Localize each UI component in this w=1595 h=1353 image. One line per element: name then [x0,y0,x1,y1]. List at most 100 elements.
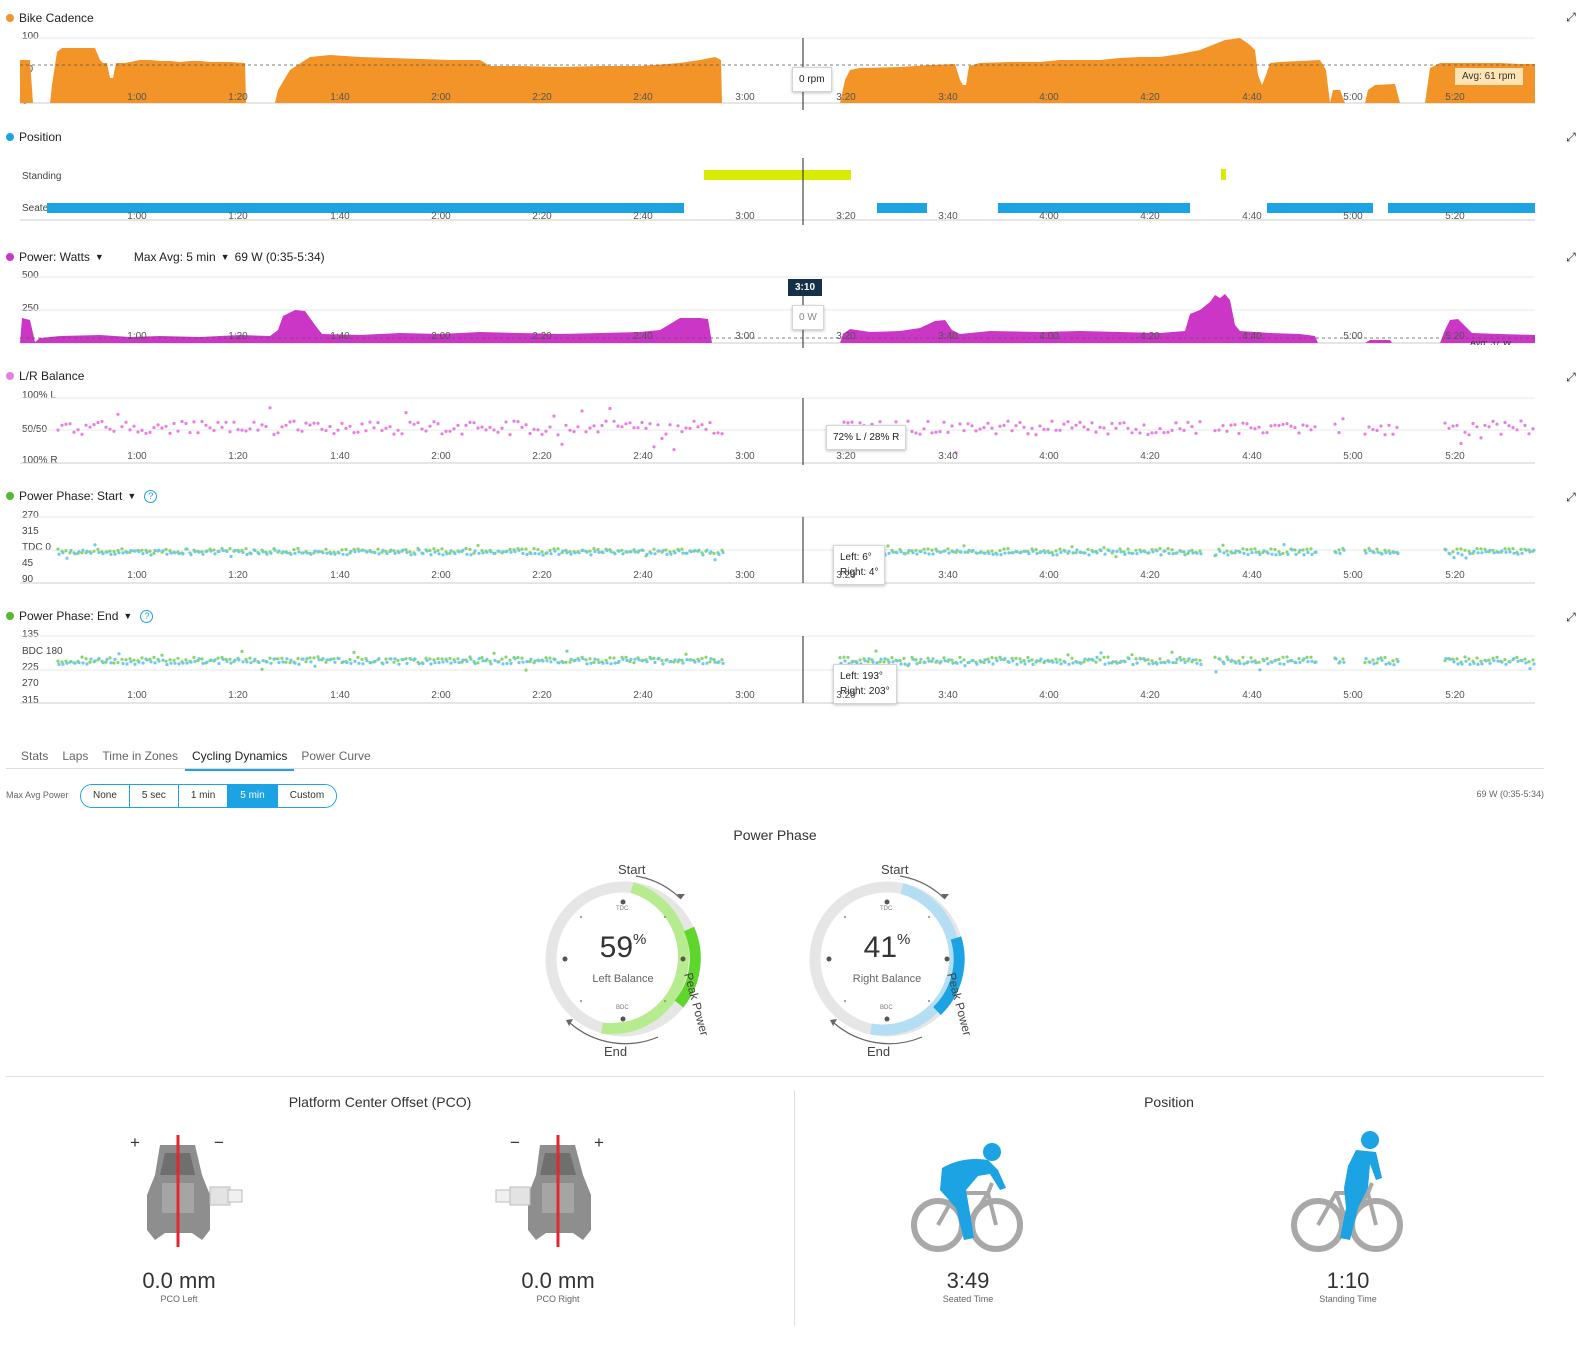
data-point [1290,548,1294,552]
data-point [1059,662,1063,666]
phase-start-y-label: 315 [22,526,39,537]
balance-cursor-tooltip: 72% L / 28% R [826,425,907,450]
x-tick-label: 3:40 [938,92,958,103]
data-point [1495,655,1499,659]
data-point [712,431,716,435]
phase-start-chart[interactable] [0,470,1595,590]
option-custom[interactable]: Custom [277,785,337,807]
pedal-left-icon [147,1135,243,1247]
data-point [169,661,173,665]
data-point [1281,551,1285,555]
x-tick-label: 3:20 [836,92,856,103]
phase-end-expand-icon[interactable]: ⤢ [1566,610,1576,624]
data-point [946,547,950,551]
data-point [1199,552,1203,556]
data-point [241,550,245,554]
data-point [1483,423,1487,427]
power-expand-icon[interactable]: ⤢ [1566,250,1576,264]
data-point [1396,551,1400,556]
option-5-min[interactable]: 5 min [228,785,278,807]
help-icon[interactable]: ? [140,609,154,623]
power-max-avg-label[interactable]: Max Avg: 5 min [133,250,216,264]
data-point [1383,433,1387,437]
data-point [560,442,564,446]
x-tick-label: 3:20 [836,331,856,342]
tab-stats[interactable]: Stats [21,749,49,763]
data-point [1254,661,1258,665]
phase-end-dropdown-icon[interactable]: ▼ [123,611,133,621]
data-point [705,548,709,552]
data-point [596,430,600,434]
data-point [149,660,153,664]
data-point [1253,547,1257,551]
data-point [500,657,504,661]
data-point [65,556,69,560]
max-avg-dropdown-icon[interactable]: ▼ [220,252,230,262]
option-5-sec[interactable]: 5 sec [129,785,179,807]
power-chart[interactable] [0,230,1595,350]
position-expand-icon[interactable]: ⤢ [1566,130,1576,144]
data-point [521,660,525,664]
x-tick-label: 1:00 [127,211,147,222]
data-point [1484,659,1488,663]
balance-chart[interactable] [0,350,1595,470]
phase-start-title[interactable]: Power Phase: Start [19,489,123,503]
data-point [220,425,224,429]
data-point [637,658,641,662]
data-point [304,421,308,425]
data-point [184,421,188,426]
section-divider [6,1076,1544,1077]
data-point [516,420,520,424]
data-point [253,548,257,553]
data-point [713,660,717,664]
data-point [974,429,978,433]
data-point [456,423,460,427]
option-none[interactable]: None [81,785,130,807]
help-icon[interactable]: ? [144,489,158,503]
data-point [1119,659,1123,663]
data-point [931,657,935,661]
data-point [1031,662,1035,666]
power-metric-dropdown-icon[interactable]: ▼ [94,252,104,262]
power-title[interactable]: Power: Watts [19,250,90,264]
tab-cycling-dynamics[interactable]: Cycling Dynamics [184,748,295,771]
data-point [177,552,181,556]
data-point [672,448,676,452]
tab-time-in-zones[interactable]: Time in Zones [102,749,178,763]
data-point [248,427,252,431]
data-point [970,424,974,428]
cadence-expand-icon[interactable]: ⤢ [1566,10,1576,24]
tab-laps[interactable]: Laps [62,749,89,763]
cadence-chart[interactable] [0,0,1595,120]
data-point [1134,657,1138,661]
data-point [1119,550,1123,554]
tab-power-curve[interactable]: Power Curve [301,749,371,763]
phase-end-chart[interactable] [0,590,1595,710]
option-1-min[interactable]: 1 min [178,785,229,807]
cadence-area [20,38,1535,103]
balance-header: L/R Balance [6,369,84,383]
data-point [1524,548,1528,552]
data-point [1257,425,1261,429]
data-point [292,419,296,423]
power-legend-dot [6,253,14,261]
position-chart[interactable] [0,120,1595,230]
data-point [1388,662,1392,666]
phase-start-dropdown-icon[interactable]: ▼ [127,491,137,501]
data-point [176,429,180,433]
balance-expand-icon[interactable]: ⤢ [1566,370,1576,384]
data-point [1115,549,1119,553]
phase-start-expand-icon[interactable]: ⤢ [1566,490,1576,504]
data-point [1237,431,1241,436]
data-point [209,658,213,662]
data-point [1298,660,1302,664]
data-point [453,551,457,556]
data-point [576,425,580,429]
data-point [1475,547,1479,551]
data-point [601,661,605,665]
data-point [421,661,425,666]
data-point [915,662,919,666]
data-point [1166,547,1170,551]
phase-end-title[interactable]: Power Phase: End [19,609,119,623]
data-point [532,547,536,551]
